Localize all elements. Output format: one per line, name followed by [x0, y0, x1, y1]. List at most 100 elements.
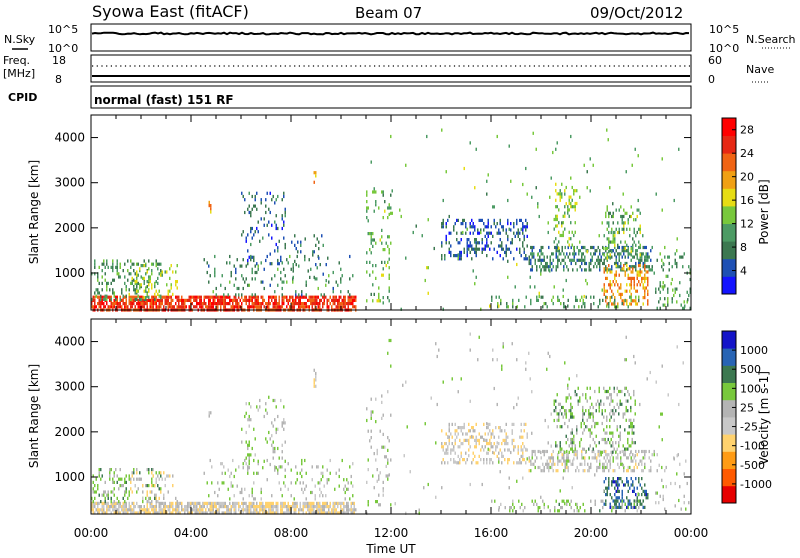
velocity-cell	[181, 505, 183, 509]
power-cell	[651, 245, 653, 250]
power-cell	[517, 228, 519, 232]
velocity-cell	[346, 505, 348, 509]
velocity-cell	[630, 396, 632, 400]
velocity-cell	[513, 445, 515, 449]
velocity-cell	[281, 508, 283, 512]
velocity-cell	[603, 415, 605, 419]
power-cell	[635, 243, 637, 247]
power-cell	[499, 244, 501, 248]
velocity-cell	[384, 455, 386, 459]
velocity-cell	[248, 462, 250, 466]
velocity-cell	[465, 451, 467, 455]
velocity-cell	[338, 474, 340, 479]
power-cell	[590, 245, 592, 250]
velocity-cell	[328, 478, 330, 482]
velocity-cell	[676, 345, 678, 349]
velocity-cell	[158, 508, 160, 512]
power-cell	[522, 244, 524, 248]
velocity-cell	[124, 493, 126, 497]
velocity-cell	[513, 422, 515, 426]
velocity-cell	[367, 503, 369, 507]
velocity-cell	[576, 449, 578, 454]
velocity-cell	[475, 445, 477, 449]
velocity-cell	[299, 505, 301, 509]
velocity-cell	[624, 502, 626, 506]
power-cell	[562, 233, 564, 238]
velocity-cell	[555, 469, 557, 473]
power-cell	[244, 198, 246, 202]
power-cell	[220, 283, 222, 287]
power-cell	[300, 240, 302, 244]
velocity-cell	[328, 511, 330, 515]
velocity-cell	[226, 505, 228, 509]
velocity-cell	[113, 511, 115, 515]
velocity-cell	[599, 449, 601, 454]
power-cell	[615, 270, 617, 274]
power-cell	[586, 186, 588, 190]
velocity-cell	[387, 474, 389, 478]
velocity-cell	[181, 501, 183, 505]
power-cell	[268, 220, 270, 224]
power-cell	[638, 295, 640, 299]
power-cell	[184, 302, 186, 306]
velocity-cell	[125, 490, 127, 494]
velocity-cell	[355, 508, 357, 512]
velocity-cell	[633, 389, 635, 394]
power-cell	[608, 245, 610, 250]
velocity-cell	[632, 469, 634, 473]
velocity-cell	[248, 501, 250, 505]
velocity-cell	[390, 338, 392, 343]
velocity-cell	[257, 511, 259, 515]
velocity-cell	[644, 489, 646, 493]
velocity-cell	[539, 449, 541, 454]
power-cell	[344, 298, 346, 302]
velocity-cell	[247, 453, 249, 457]
power-cell	[206, 270, 208, 275]
velocity-cell	[329, 458, 331, 463]
power-cell	[381, 228, 383, 232]
power-cell	[522, 222, 524, 226]
velocity-cell	[513, 448, 515, 452]
velocity-cell	[576, 456, 578, 460]
power-cell	[115, 302, 117, 306]
power-cell	[166, 270, 168, 274]
power-cell	[647, 280, 649, 284]
power-cell	[239, 298, 241, 302]
power-cell	[605, 211, 607, 215]
velocity-cell	[281, 456, 283, 460]
power-cell	[256, 226, 258, 231]
power-cell	[94, 302, 96, 306]
velocity-cell	[242, 508, 244, 512]
velocity-cell	[596, 456, 598, 460]
power-cell	[378, 296, 380, 300]
velocity-cell	[406, 425, 408, 429]
power-cell	[193, 305, 195, 309]
velocity-cell	[555, 399, 557, 403]
velocity-cell	[589, 444, 591, 448]
velocity-cell	[326, 511, 328, 515]
power-cell	[558, 192, 560, 196]
velocity-cell	[248, 508, 250, 512]
velocity-cell	[211, 508, 213, 512]
velocity-cell	[492, 348, 494, 352]
velocity-cell	[601, 450, 603, 454]
velocity-cell	[125, 505, 127, 509]
power-cell	[172, 298, 174, 302]
power-cell	[254, 305, 256, 309]
velocity-cell	[571, 405, 573, 410]
power-cell	[313, 180, 315, 184]
power-cell	[167, 305, 169, 309]
power-cell	[91, 302, 93, 306]
power-cell	[127, 269, 129, 273]
velocity-cell	[194, 505, 196, 509]
power-cell	[149, 302, 151, 306]
power-cell	[502, 257, 504, 261]
velocity-cell	[478, 438, 480, 442]
velocity-cell	[224, 511, 226, 515]
power-cell	[466, 241, 468, 245]
power-cell	[284, 246, 286, 250]
velocity-cell	[349, 497, 351, 501]
velocity-cell	[254, 511, 256, 515]
power-cell	[104, 305, 106, 309]
velocity-cell	[322, 505, 324, 509]
